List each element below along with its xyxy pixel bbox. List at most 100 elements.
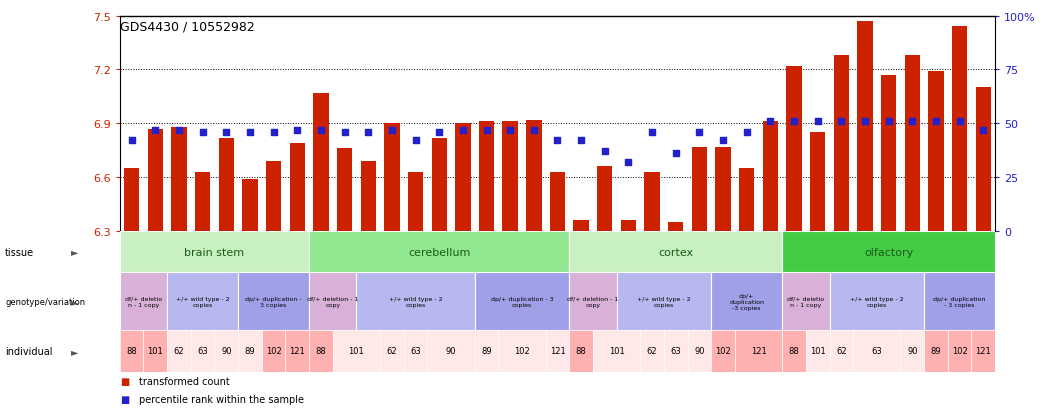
Bar xyxy=(593,330,640,372)
Text: 62: 62 xyxy=(647,347,658,356)
Bar xyxy=(124,169,140,231)
Point xyxy=(951,119,968,125)
Bar xyxy=(219,138,234,231)
Bar xyxy=(834,56,849,231)
Point xyxy=(833,119,849,125)
Bar xyxy=(455,124,471,231)
Text: 88: 88 xyxy=(576,347,587,356)
Point xyxy=(454,127,471,134)
Bar xyxy=(242,179,257,231)
Bar xyxy=(948,330,971,372)
Text: 89: 89 xyxy=(481,347,492,356)
Bar xyxy=(384,124,399,231)
Bar xyxy=(924,273,995,330)
Text: ■: ■ xyxy=(120,394,129,404)
Text: 101: 101 xyxy=(147,347,164,356)
Bar xyxy=(407,172,423,231)
Bar xyxy=(309,231,569,273)
Bar xyxy=(479,122,494,231)
Text: tissue: tissue xyxy=(5,247,34,257)
Text: 121: 121 xyxy=(549,347,566,356)
Text: dp/+ duplication - 3
copies: dp/+ duplication - 3 copies xyxy=(491,296,553,307)
Text: 121: 121 xyxy=(290,347,305,356)
Text: olfactory: olfactory xyxy=(864,247,913,257)
Text: 101: 101 xyxy=(609,347,624,356)
Bar xyxy=(569,273,617,330)
Bar xyxy=(475,273,569,330)
Point xyxy=(313,127,329,134)
Bar xyxy=(550,172,565,231)
Bar xyxy=(858,22,873,231)
Bar xyxy=(668,222,684,231)
Text: 62: 62 xyxy=(387,347,397,356)
Bar xyxy=(692,147,708,231)
Bar xyxy=(853,330,900,372)
Text: 102: 102 xyxy=(514,347,530,356)
Point xyxy=(502,127,519,134)
Point xyxy=(620,159,637,166)
Point xyxy=(668,151,685,157)
Text: cerebellum: cerebellum xyxy=(408,247,470,257)
Text: 90: 90 xyxy=(221,347,231,356)
Point xyxy=(880,119,897,125)
Bar xyxy=(171,128,187,231)
Bar xyxy=(664,330,688,372)
Bar xyxy=(167,273,239,330)
Text: 101: 101 xyxy=(348,347,365,356)
Point xyxy=(786,119,802,125)
Point xyxy=(904,119,921,125)
Text: genotype/variation: genotype/variation xyxy=(5,297,85,306)
Bar xyxy=(356,273,475,330)
Bar xyxy=(286,330,309,372)
Point xyxy=(359,129,376,136)
Point xyxy=(266,129,282,136)
Bar xyxy=(783,273,829,330)
Bar xyxy=(361,161,376,231)
Text: ■: ■ xyxy=(120,376,129,386)
Bar xyxy=(239,273,309,330)
Bar xyxy=(120,273,167,330)
Point xyxy=(810,119,826,125)
Text: 90: 90 xyxy=(908,347,918,356)
Text: 89: 89 xyxy=(245,347,255,356)
Bar xyxy=(526,120,542,231)
Bar xyxy=(952,27,967,231)
Bar xyxy=(617,273,712,330)
Bar xyxy=(239,330,262,372)
Bar xyxy=(144,330,167,372)
Bar xyxy=(573,221,589,231)
Text: percentile rank within the sample: percentile rank within the sample xyxy=(139,394,303,404)
Bar xyxy=(783,330,805,372)
Bar xyxy=(262,330,286,372)
Bar xyxy=(314,93,328,231)
Bar xyxy=(120,330,144,372)
Point xyxy=(242,129,258,136)
Bar xyxy=(787,66,801,231)
Point xyxy=(573,138,590,145)
Text: +/+ wild type - 2
copies: +/+ wild type - 2 copies xyxy=(389,296,443,307)
Text: dp/+
duplication
-3 copies: dp/+ duplication -3 copies xyxy=(729,293,764,310)
Bar xyxy=(337,149,352,231)
Point xyxy=(715,138,731,145)
Point xyxy=(857,119,873,125)
Text: 88: 88 xyxy=(316,347,326,356)
Point xyxy=(596,149,613,155)
Bar xyxy=(597,167,613,231)
Text: individual: individual xyxy=(5,346,53,356)
Text: 102: 102 xyxy=(951,347,968,356)
Bar xyxy=(475,330,498,372)
Bar xyxy=(739,169,754,231)
Text: dp/+ duplication
- 3 copies: dp/+ duplication - 3 copies xyxy=(934,296,986,307)
Text: 89: 89 xyxy=(931,347,941,356)
Text: 63: 63 xyxy=(411,347,421,356)
Text: 63: 63 xyxy=(871,347,883,356)
Bar xyxy=(829,273,924,330)
Bar xyxy=(215,330,239,372)
Bar xyxy=(763,122,778,231)
Text: ►: ► xyxy=(71,247,78,257)
Text: +/+ wild type - 2
copies: +/+ wild type - 2 copies xyxy=(176,296,229,307)
Point xyxy=(430,129,447,136)
Bar xyxy=(266,161,281,231)
Bar xyxy=(191,330,215,372)
Point xyxy=(194,129,210,136)
